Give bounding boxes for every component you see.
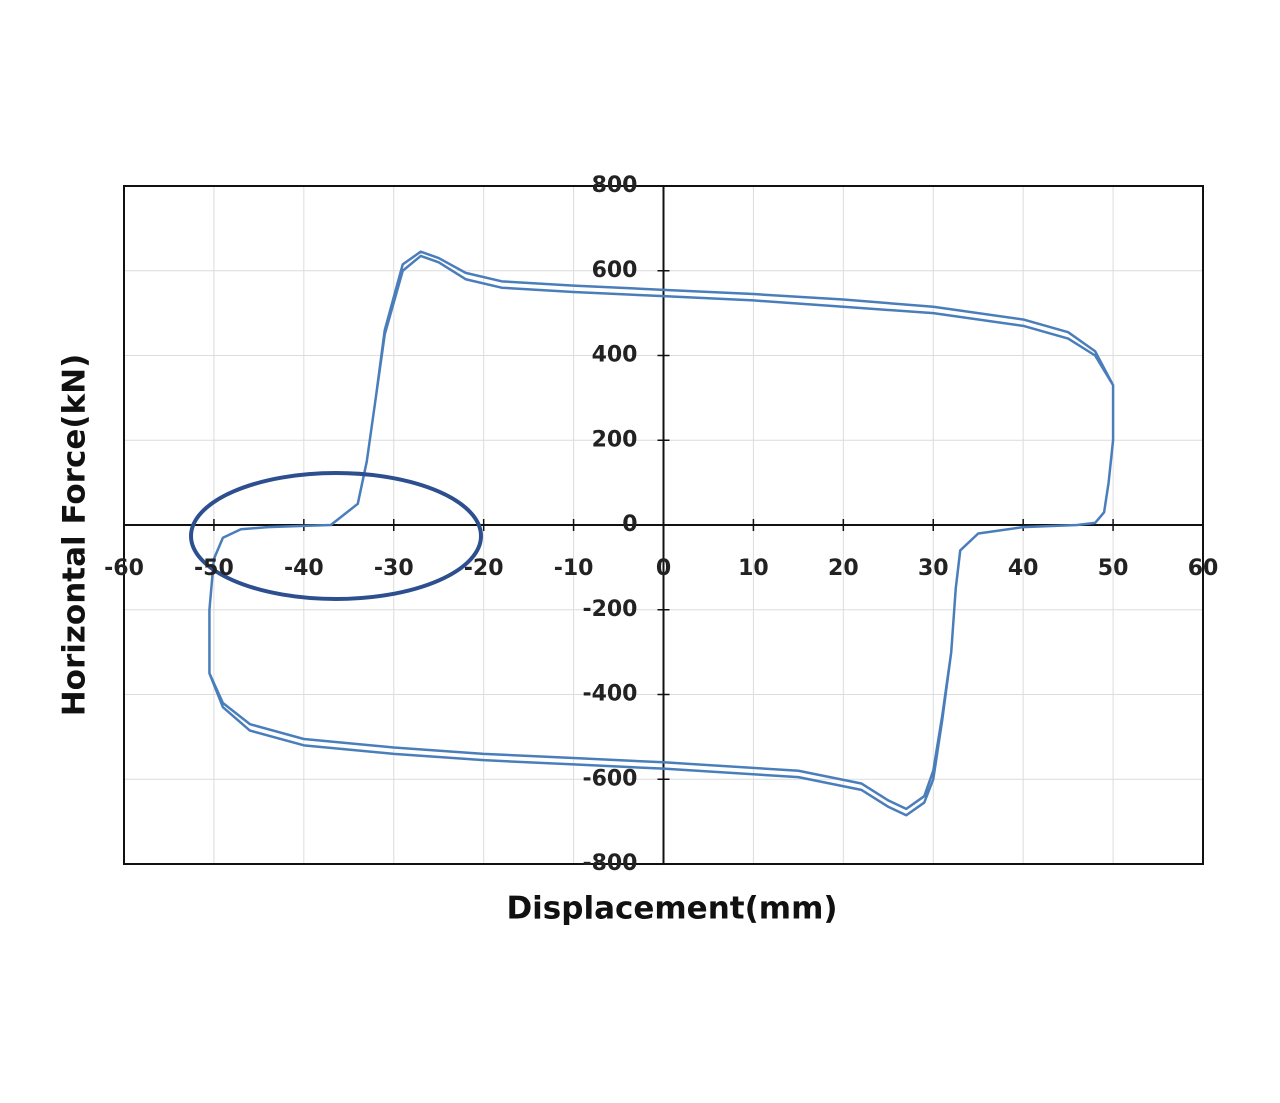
x-tick-label: -30 (374, 556, 414, 581)
y-tick-label: -200 (582, 597, 637, 622)
y-tick-label: -400 (582, 682, 637, 707)
x-tick-label: 40 (1008, 556, 1039, 581)
y-axis-title: Horizontal Force(kN) (57, 354, 93, 717)
x-tick-label: 60 (1188, 556, 1219, 581)
x-tick-label: -50 (194, 556, 234, 581)
marks (123, 185, 1204, 865)
x-tick-label: 30 (918, 556, 949, 581)
y-tick-label: 800 (592, 173, 638, 198)
x-tick-label: 10 (738, 556, 769, 581)
hysteresis-curve (208, 250, 1115, 817)
y-tick-label: 200 (592, 427, 638, 452)
highlight-ellipse (189, 471, 483, 601)
y-tick-label: 400 (592, 343, 638, 368)
y-tick-label: -800 (582, 851, 637, 876)
x-tick-label: -10 (554, 556, 594, 581)
x-tick-label: 50 (1098, 556, 1129, 581)
x-tick-label: -40 (284, 556, 324, 581)
y-tick-label: 600 (592, 258, 638, 283)
y-tick-label: 0 (622, 512, 637, 537)
x-tick-label: -20 (464, 556, 504, 581)
x-axis-title: Displacement(mm) (506, 891, 837, 927)
x-tick-label: 0 (656, 556, 671, 581)
y-tick-label: -600 (582, 766, 637, 791)
x-tick-label: 20 (828, 556, 859, 581)
x-tick-label: -60 (104, 556, 144, 581)
